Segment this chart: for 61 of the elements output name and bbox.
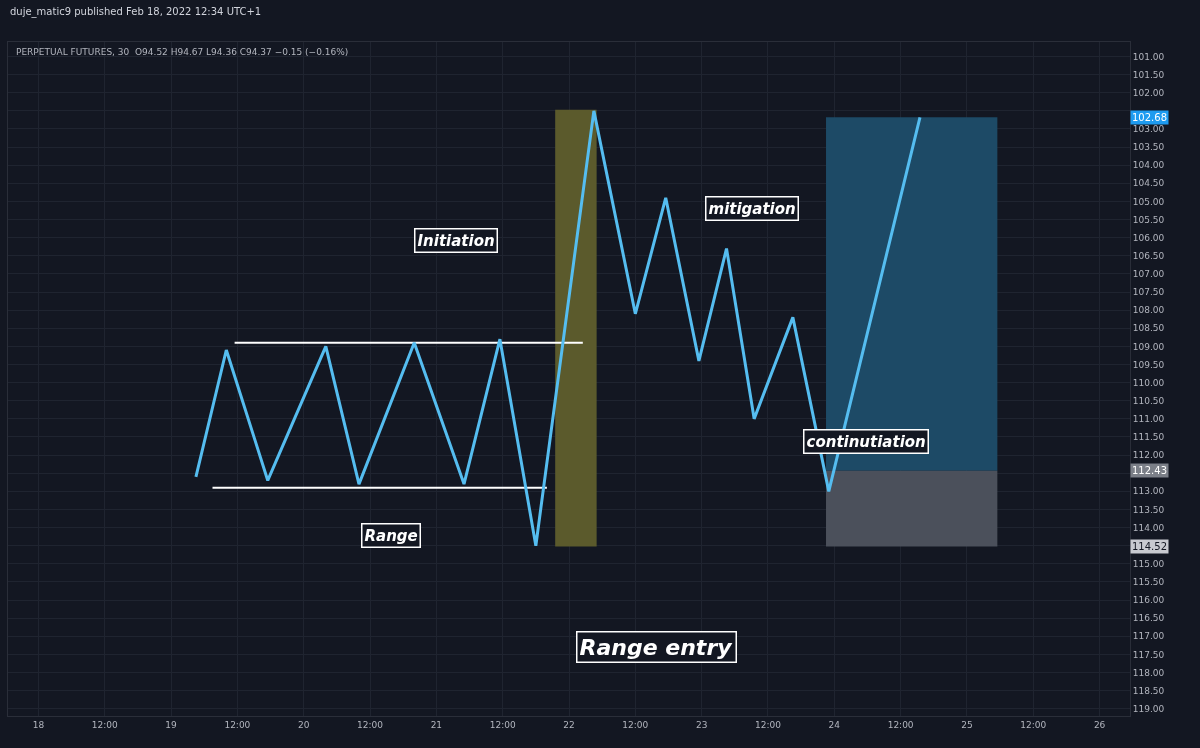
y-tick-label: 107.00 xyxy=(1132,269,1165,280)
y-tick-label: 117.50 xyxy=(1132,649,1165,660)
y-tick-label: 109.50 xyxy=(1132,359,1165,370)
y-tick-label: 101.00 xyxy=(1132,51,1165,62)
y-tick-label: 104.50 xyxy=(1132,178,1165,189)
y-tick-label: 105.00 xyxy=(1132,196,1165,207)
y-tick-label: 116.50 xyxy=(1132,613,1165,624)
x-tick-label: 19 xyxy=(165,719,178,730)
x-tick-label: 12:00 xyxy=(91,719,118,730)
y-tick-label: 114.00 xyxy=(1132,522,1165,533)
y-tick-label: 119.00 xyxy=(1132,703,1165,714)
y-tick-label: 104.00 xyxy=(1132,160,1165,171)
y-tick-label: 112.00 xyxy=(1132,450,1165,461)
y-tick-label: 103.00 xyxy=(1132,124,1165,135)
text: PERPETUAL FUTURES, 30 O94.52 H94.67 L94.36 C94.37 −0.15 (−0.16%) xyxy=(16,47,349,57)
annotation: 114.52 xyxy=(1132,541,1167,552)
y-tick-label: 111.00 xyxy=(1132,414,1165,425)
x-tick-label: 26 xyxy=(1093,719,1106,730)
annotation: Range entry xyxy=(579,634,734,660)
x-tick-label: 12:00 xyxy=(489,719,516,730)
annotation: Range xyxy=(364,526,418,545)
x-tick-label: 20 xyxy=(297,719,310,730)
y-tick-label: 118.00 xyxy=(1132,667,1165,678)
y-tick-label: 110.00 xyxy=(1132,377,1165,388)
y-tick-label: 111.50 xyxy=(1132,432,1165,443)
x-tick-label: 23 xyxy=(695,719,708,730)
y-tick-label: 118.50 xyxy=(1132,685,1165,696)
y-tick-label: 105.50 xyxy=(1132,214,1165,225)
chart-title: duje_matic9 published Feb 18, 2022 12:34 UTC+1 xyxy=(10,6,262,18)
y-tick-label: 108.00 xyxy=(1132,305,1165,316)
annotation: Initiation xyxy=(417,231,495,250)
y-tick-label: 106.50 xyxy=(1132,250,1165,261)
y-tick-label: 110.50 xyxy=(1132,395,1165,406)
x-tick-label: 18 xyxy=(32,719,45,730)
y-tick-label: 115.00 xyxy=(1132,558,1165,569)
y-tick-label: 101.50 xyxy=(1132,69,1165,80)
x-tick-label: 25 xyxy=(961,719,973,730)
x-tick-label: 21 xyxy=(430,719,443,730)
y-tick-label: 102.00 xyxy=(1132,87,1165,98)
annotation: 102.68 xyxy=(1132,112,1167,123)
y-tick-label: 113.50 xyxy=(1132,504,1165,515)
annotation: continutiation xyxy=(806,432,926,451)
annotation: 112.43 xyxy=(1132,465,1167,476)
y-tick-label: 117.00 xyxy=(1132,631,1165,642)
x-tick-label: 12:00 xyxy=(224,719,251,730)
y-tick-label: 107.50 xyxy=(1132,287,1165,298)
x-tick-label: 12:00 xyxy=(1020,719,1047,730)
x-tick-label: 24 xyxy=(828,719,841,730)
annotation: mitigation xyxy=(708,199,796,218)
x-tick-label: 12:00 xyxy=(755,719,782,730)
y-tick-label: 116.00 xyxy=(1132,595,1165,606)
y-tick-label: 106.00 xyxy=(1132,232,1165,243)
x-tick-label: 12:00 xyxy=(887,719,914,730)
x-tick-label: 12:00 xyxy=(622,719,649,730)
y-tick-label: 115.50 xyxy=(1132,577,1165,588)
y-tick-label: 108.50 xyxy=(1132,323,1165,334)
y-tick-label: 113.00 xyxy=(1132,486,1165,497)
y-tick-label: 109.00 xyxy=(1132,341,1165,352)
x-tick-label: 12:00 xyxy=(357,719,384,730)
y-tick-label: 103.50 xyxy=(1132,142,1165,153)
x-tick-label: 22 xyxy=(563,719,575,730)
